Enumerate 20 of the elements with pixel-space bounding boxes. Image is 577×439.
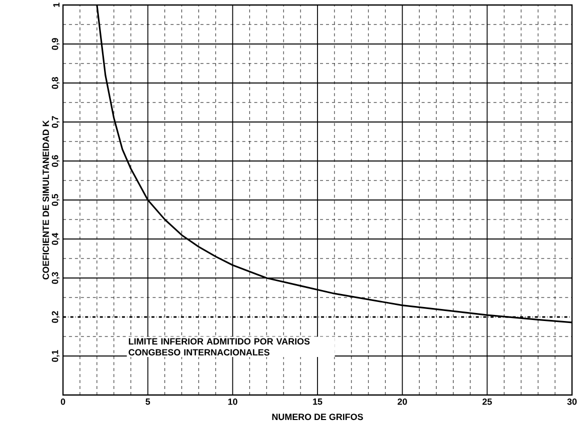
y-tick-label: 0,6 — [52, 155, 60, 167]
y-axis-title: COEFICIENTE DE SIMULTANEIDAD K — [42, 120, 49, 280]
x-tick-label: 25 — [482, 398, 492, 405]
y-tick-label: 0,2 — [52, 311, 60, 323]
x-axis-title: NUMERO DE GRIFOS — [272, 414, 363, 420]
x-tick-label: 15 — [313, 398, 322, 405]
ref-line-label: LIMITE INFERIOR ADMITIDO POR VARIOS CONGBESO INTERNACIONALES — [128, 338, 310, 356]
x-tick-label: 0 — [60, 398, 66, 405]
y-tick-label: 0,8 — [52, 77, 60, 89]
y-tick-label: 0,5 — [52, 194, 60, 206]
y-tick-label: 0,1 — [52, 350, 60, 362]
y-tick-label: 0,9 — [52, 38, 60, 50]
x-tick-label: 5 — [146, 398, 150, 405]
y-tick-label: 0,7 — [52, 116, 60, 128]
x-tick-label: 30 — [567, 398, 577, 405]
y-tick-label: 0,4 — [52, 232, 60, 245]
x-tick-label: 10 — [228, 398, 238, 405]
x-tick-label: 20 — [398, 398, 407, 405]
y-tick-label: 1 — [53, 2, 60, 7]
y-tick-label: 0,3 — [52, 272, 60, 284]
